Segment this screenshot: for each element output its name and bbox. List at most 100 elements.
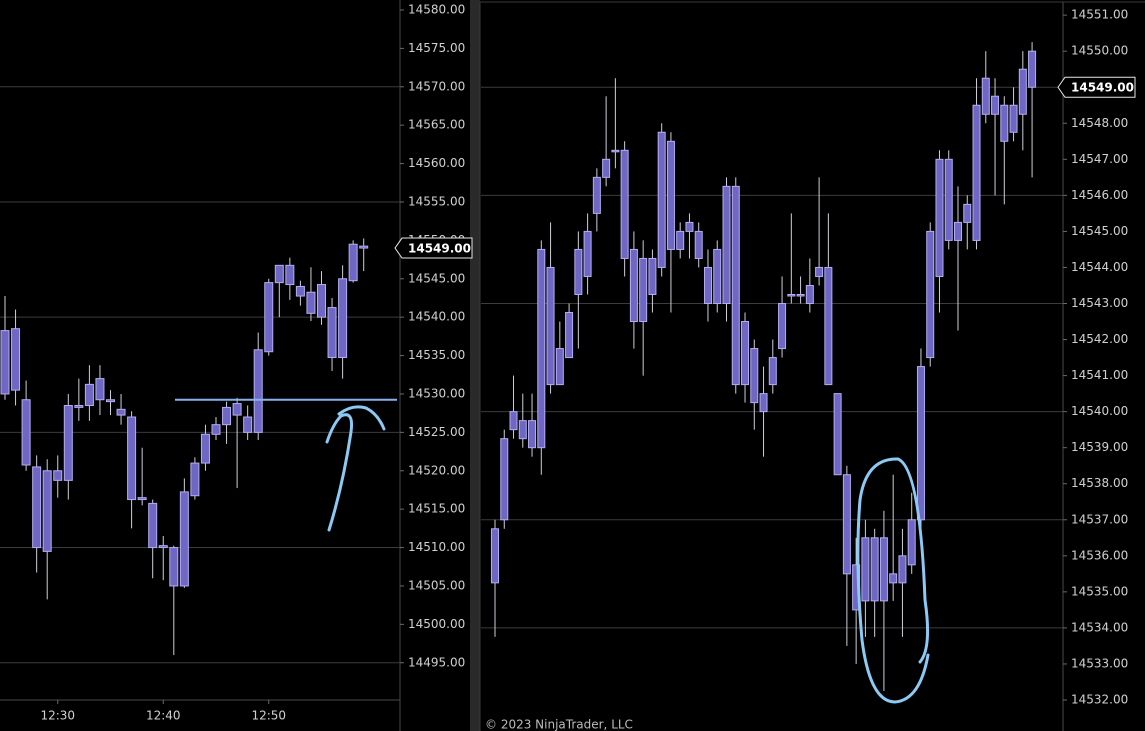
y-tick-label: 14495.00 [408,655,465,669]
y-tick-label: 14543.00 [1071,296,1128,310]
last-price-marker [394,237,473,259]
candle-body [116,408,126,416]
candle-body [1018,68,1027,115]
y-tick-label: 14510.00 [408,540,465,554]
last-price-label: 14549.00 [408,242,471,256]
candle-body [639,257,648,323]
panel-separator [470,0,480,731]
candle-body [11,328,21,391]
candle-body [32,466,42,549]
candle-body [694,230,703,259]
candle-body [944,158,953,241]
x-tick-label: 12:30 [40,709,75,723]
x-tick-label: 12:50 [251,709,286,723]
y-tick-label: 14530.00 [408,386,465,400]
y-tick-label: 14525.00 [408,425,465,439]
candle-body [981,77,990,115]
y-tick-label: 14542.00 [1071,332,1128,346]
candle-body [546,266,555,386]
candle-body [127,416,137,501]
candle-body [722,185,731,305]
candle-body [1009,104,1018,133]
plot-area [481,42,1063,691]
last-price-marker [1057,76,1136,98]
candle-body [95,378,105,401]
y-tick-label: 14536.00 [1071,548,1128,562]
y-tick-label: 14534.00 [1071,620,1128,634]
candle-body [528,420,537,449]
candle-body [703,266,712,305]
candle-body [295,285,305,297]
y-tick-label: 14570.00 [408,79,465,93]
candle-body [148,502,158,549]
candle-body [1028,50,1037,88]
candle-body [907,519,916,566]
chart-layer: 14495.00 14500.00 14505.00 14510.00 14515.00… [0,2,1136,723]
candle-body [158,545,168,549]
candle-body [926,230,935,359]
freehand-drawing [856,457,930,704]
candle-body [824,266,833,386]
y-tick-label: 14537.00 [1071,512,1128,526]
candle-body [954,221,962,241]
candle-body [713,248,722,305]
candle-body [0,330,10,395]
y-tick-label: 14565.00 [408,118,465,132]
candle-body [602,158,611,178]
y-tick-label: 14539.00 [1071,440,1128,454]
candle-body [648,257,657,295]
candle-body [935,158,944,277]
candle-body [796,293,805,297]
candle-body [306,291,316,314]
candle-body [861,537,870,602]
y-tick-label: 14500.00 [408,617,465,631]
candle-body [21,399,31,466]
y-tick-label: 14545.00 [408,271,465,285]
candle-body [243,416,253,433]
y-tick-label: 14540.00 [408,310,465,324]
y-tick-label: 14545.00 [1071,224,1128,238]
candle-body [509,411,518,431]
candle-body [84,383,94,406]
candle-body [592,176,601,214]
candle-body [137,497,147,501]
candle-body [348,243,358,282]
candle-body [842,474,851,575]
y-tick-label: 14555.00 [408,194,465,208]
candle-body [676,230,685,250]
candle-body [963,203,972,223]
candle-body [805,284,814,305]
candle-body [657,131,666,268]
candle-body [889,573,898,584]
candle-body [972,104,981,241]
y-tick-label: 14560.00 [408,156,465,170]
candle-body [759,393,768,413]
candle-body [898,555,907,584]
y-tick-label: 14540.00 [1071,404,1128,418]
x-tick-label: 12:40 [146,709,181,723]
candle-body [222,406,232,426]
candle-body [232,403,242,416]
candle-body [53,470,63,481]
candle-body [815,266,824,277]
y-tick-label: 14547.00 [1071,152,1128,166]
candle-body [768,357,777,386]
candle-body [500,438,509,521]
candle-body [211,424,221,435]
candle-body [317,284,326,318]
y-tick-label: 14538.00 [1071,476,1128,490]
candle-body [491,528,499,584]
candle-body [253,349,263,433]
candle-body [629,248,638,323]
candle-body [179,491,189,587]
freehand-drawing [325,405,386,532]
candle-body [285,264,295,286]
candle-body [1000,104,1009,142]
candle-body [750,348,759,404]
candle-body [666,140,675,250]
candle-body [991,95,1000,115]
candle-body [620,149,629,259]
candle-body [518,420,527,440]
